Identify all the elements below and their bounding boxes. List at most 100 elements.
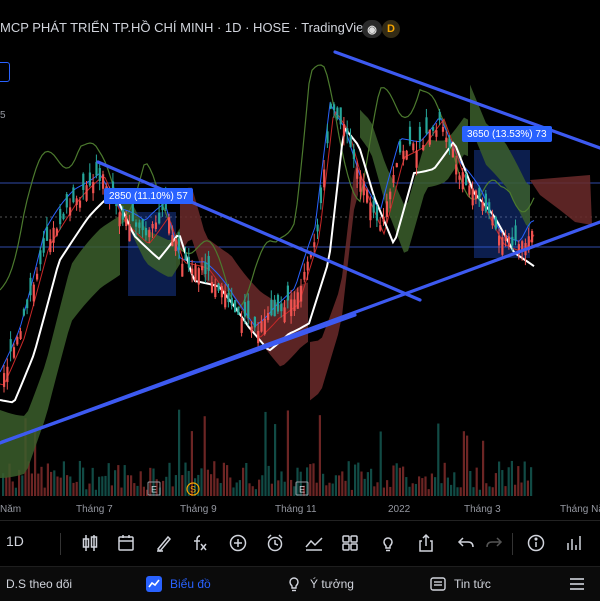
nav-label: D.S theo dõi bbox=[6, 577, 73, 591]
candle-body bbox=[121, 210, 124, 220]
candle-body bbox=[276, 294, 280, 312]
candle-body bbox=[240, 318, 243, 333]
bar-chart-icon[interactable] bbox=[562, 531, 586, 555]
volume-bar bbox=[37, 473, 40, 496]
candle-body bbox=[174, 239, 177, 252]
volume-bar bbox=[274, 424, 277, 496]
timeframe-button[interactable]: 1D bbox=[6, 533, 24, 549]
bulb-icon[interactable] bbox=[376, 531, 400, 555]
volume-bar bbox=[8, 463, 11, 496]
earnings-event-marker: E bbox=[295, 481, 309, 496]
volume-bar bbox=[498, 461, 501, 496]
candle-body bbox=[319, 187, 322, 204]
candle-body bbox=[352, 149, 355, 159]
candle-body bbox=[243, 302, 247, 317]
candle-body bbox=[151, 224, 154, 229]
nav-news[interactable]: Tin tức bbox=[429, 573, 491, 595]
alarm-icon[interactable] bbox=[263, 531, 287, 555]
candle-body bbox=[234, 300, 237, 313]
share-icon[interactable] bbox=[414, 531, 438, 555]
chart-area[interactable]: E S E MCP PHÁT TRIỂN TP.HỒ CHÍ MINH · 1D ·… bbox=[0, 0, 600, 520]
volume-bar bbox=[184, 462, 187, 496]
candle-body bbox=[339, 107, 342, 125]
volume-bar bbox=[299, 471, 302, 496]
volume-bar bbox=[85, 489, 88, 496]
undo-icon[interactable] bbox=[454, 531, 478, 555]
candle-body bbox=[267, 313, 270, 320]
volume-bar bbox=[322, 473, 325, 496]
volume-bar bbox=[446, 477, 449, 496]
x-tick: Tháng 9 bbox=[180, 504, 217, 515]
nav-chart[interactable]: Biểu đồ bbox=[145, 573, 211, 595]
x-tick: Năm bbox=[0, 504, 22, 515]
candle-body bbox=[507, 236, 511, 246]
nav-ideas[interactable]: Ý tưởng bbox=[285, 573, 354, 595]
candle-body bbox=[336, 107, 339, 119]
line-chart-icon[interactable] bbox=[302, 531, 326, 555]
candle-body bbox=[55, 228, 58, 236]
time-axis[interactable]: Năm Tháng 7 Tháng 9 Tháng 11 2022 Tháng … bbox=[0, 502, 600, 520]
volume-bar bbox=[165, 476, 168, 496]
volume-bar bbox=[373, 486, 376, 496]
candle-body bbox=[16, 336, 19, 345]
candle-body bbox=[26, 299, 29, 309]
volume-bar bbox=[75, 481, 78, 496]
candle-body bbox=[369, 202, 372, 221]
volume-bar bbox=[107, 463, 110, 496]
candle-body bbox=[455, 164, 458, 175]
candle-body bbox=[220, 286, 223, 298]
candle-body bbox=[458, 175, 461, 180]
volume-bar bbox=[331, 483, 334, 496]
symbol-title[interactable]: MCP PHÁT TRIỂN TP.HỒ CHÍ MINH · 1D · HOS… bbox=[0, 20, 373, 35]
candle-body bbox=[461, 172, 464, 190]
eye-icon[interactable]: ◉ bbox=[362, 20, 382, 38]
nav-menu[interactable] bbox=[568, 573, 586, 595]
candle-body bbox=[171, 235, 174, 247]
redo-icon[interactable] bbox=[482, 531, 506, 555]
candles-icon[interactable] bbox=[78, 531, 102, 555]
candle-body bbox=[128, 224, 131, 242]
candle-body bbox=[405, 150, 408, 160]
volume-bar bbox=[14, 487, 17, 496]
plus-circle-icon[interactable] bbox=[226, 531, 250, 555]
candle-body bbox=[402, 150, 405, 159]
grid-icon[interactable] bbox=[338, 531, 362, 555]
brush-icon[interactable] bbox=[152, 531, 176, 555]
volume-bar bbox=[248, 483, 251, 496]
volume-bar bbox=[338, 475, 341, 496]
volume-bar bbox=[43, 487, 46, 496]
ichimoku-cloud-bullish bbox=[0, 215, 120, 478]
volume-bar bbox=[370, 468, 373, 496]
candle-body bbox=[102, 174, 105, 189]
volume-bar bbox=[347, 461, 350, 496]
candle-body bbox=[177, 238, 181, 250]
volume-bar bbox=[523, 461, 526, 496]
nav-watchlist[interactable]: D.S theo dõi bbox=[6, 573, 72, 595]
svg-text:S: S bbox=[190, 485, 196, 495]
candle-body bbox=[36, 273, 39, 280]
candle-body bbox=[3, 373, 6, 387]
candle-body bbox=[138, 222, 141, 228]
candle-body bbox=[293, 299, 296, 311]
interval-badge[interactable]: D bbox=[382, 20, 400, 38]
candle-body bbox=[306, 261, 309, 271]
calendar-icon[interactable] bbox=[114, 531, 138, 555]
fx-icon[interactable] bbox=[188, 531, 212, 555]
volume-bar bbox=[104, 475, 107, 496]
candle-body bbox=[448, 138, 451, 148]
candle-body bbox=[263, 318, 266, 335]
lagging-span-line bbox=[0, 64, 535, 310]
candle-body bbox=[514, 225, 517, 241]
volume-bar bbox=[341, 471, 344, 496]
info-icon[interactable] bbox=[524, 531, 548, 555]
volume-bar bbox=[219, 483, 222, 496]
candle-body bbox=[498, 235, 501, 246]
volume-bar bbox=[136, 485, 139, 496]
volume-bar bbox=[392, 465, 395, 496]
volume-bar bbox=[40, 466, 43, 496]
trendline-2 bbox=[96, 160, 422, 302]
candle-body bbox=[42, 238, 45, 253]
candle-body bbox=[187, 256, 190, 268]
candle-body bbox=[362, 181, 365, 196]
